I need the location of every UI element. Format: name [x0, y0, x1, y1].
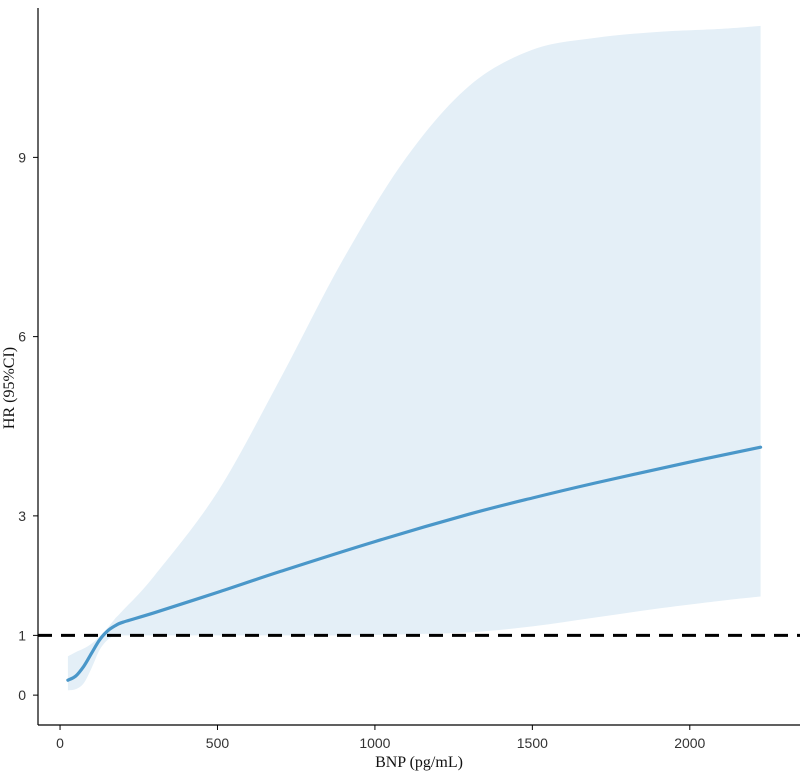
y-tick-label: 3	[18, 508, 26, 524]
y-tick-label: 9	[18, 149, 26, 165]
x-tick-label: 0	[56, 735, 64, 751]
estimate-line	[66, 445, 763, 682]
y-tick-label: 0	[18, 687, 26, 703]
estimate-line-layer	[66, 445, 763, 682]
axes-layer	[37, 8, 800, 726]
y-ticks-layer: 0 1 3 6 9	[18, 149, 38, 703]
x-tick-label: 500	[206, 735, 230, 751]
y-axis-title: HR (95%CI)	[1, 347, 18, 429]
x-axis-title: BNP (pg/mL)	[375, 754, 463, 771]
x-tick-label: 1500	[517, 735, 548, 751]
y-tick-label: 6	[18, 329, 26, 345]
x-tick-label: 2000	[674, 735, 705, 751]
x-ticks-layer: 0 500 1000 1500 2000	[56, 725, 706, 751]
x-tick-label: 1000	[359, 735, 390, 751]
y-tick-label: 1	[18, 627, 26, 643]
confidence-band	[67, 25, 761, 691]
confidence-band-layer	[67, 25, 761, 691]
